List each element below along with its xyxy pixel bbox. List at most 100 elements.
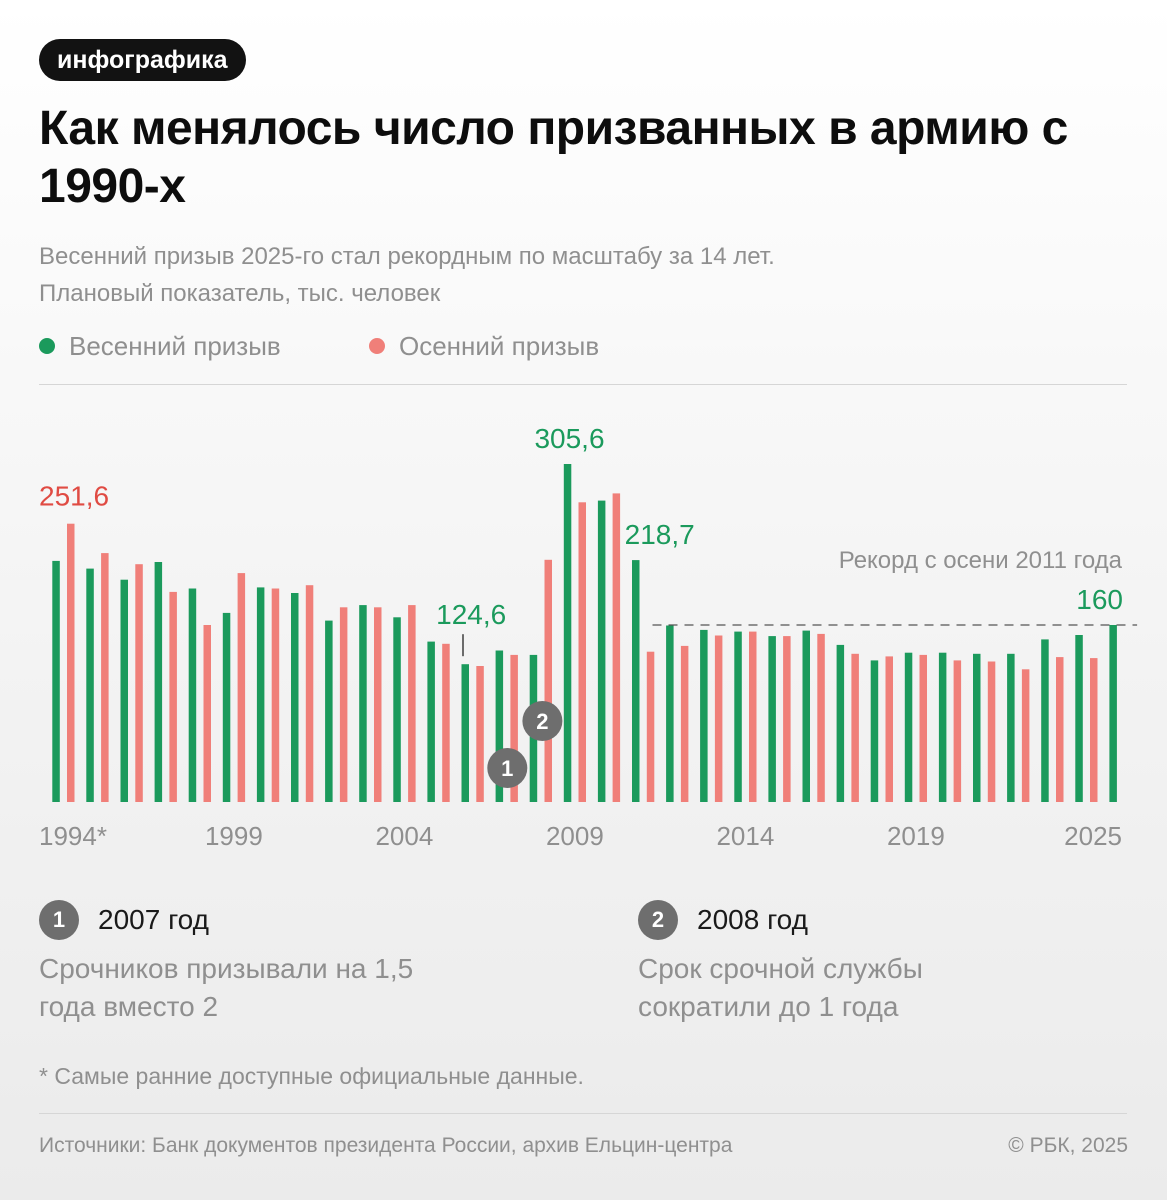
bar-autumn-2003 (374, 607, 382, 802)
bar-spring-1996 (120, 579, 128, 802)
data-label-2011: 218,7 (625, 519, 695, 550)
bar-spring-2012 (666, 625, 674, 802)
footnote: * Самые ранние доступные официальные дан… (39, 1063, 584, 1089)
bar-spring-2023 (1041, 639, 1049, 802)
note-1: 1 2007 год Срочников призывали на 1,5 го… (39, 898, 539, 1028)
bar-autumn-1999 (237, 573, 246, 802)
bar-spring-2004 (393, 617, 401, 802)
bar-spring-2018 (870, 660, 879, 802)
bar-autumn-2016 (817, 633, 825, 802)
note-1-badge: 1 (39, 900, 79, 940)
bar-spring-2011 (632, 560, 640, 802)
bar-autumn-2004 (408, 605, 416, 802)
chart-legend: Весенний призыв Осенний призыв (39, 330, 1129, 362)
note-2-title: 2008 год (697, 904, 808, 935)
bar-autumn-2008 (544, 559, 552, 802)
bar-autumn-2005 (442, 643, 450, 802)
x-tick-label-2009: 2009 (546, 821, 604, 851)
subtitle-line-2: Плановый показатель, тыс. человек (39, 280, 441, 307)
data-label-1994: 251,6 (39, 481, 109, 512)
bar-autumn-1996 (135, 564, 143, 802)
legend-dot-spring-icon (39, 338, 55, 354)
marker-1-badge (487, 748, 528, 788)
note-1-title: 2007 год (98, 904, 209, 935)
bar-spring-1995 (86, 568, 94, 802)
bar-autumn-2007 (510, 654, 518, 802)
bar-spring-2016 (802, 630, 810, 802)
bar-spring-2022 (1007, 653, 1015, 802)
bar-autumn-2001 (305, 585, 314, 802)
x-tick-label-2014: 2014 (716, 821, 774, 851)
page-title: Как менялось число призванных в армию с … (39, 102, 1068, 213)
bar-autumn-2024 (1090, 658, 1098, 802)
legend-item-spring: Весенний призыв (39, 330, 281, 362)
marker-2-badge (522, 701, 563, 741)
bar-autumn-1994 (67, 523, 75, 802)
bar-autumn-1998 (203, 625, 211, 802)
bar-autumn-2020 (953, 660, 962, 802)
x-tick-label-1994: 1994* (39, 821, 107, 851)
bar-autumn-2021 (987, 661, 996, 802)
bar-spring-2000 (256, 587, 265, 802)
bar-autumn-2015 (783, 636, 791, 802)
bar-spring-1994 (52, 560, 60, 802)
bar-spring-2001 (291, 593, 299, 802)
bar-spring-2019 (904, 652, 913, 802)
bar-spring-2017 (836, 644, 845, 802)
subtitle: Весенний призыв 2025-го стал рекордным п… (39, 238, 1139, 312)
bar-spring-2013 (700, 629, 708, 802)
bar-spring-2020 (938, 652, 947, 802)
bar-spring-2005 (427, 641, 435, 802)
bar-spring-1999 (222, 612, 231, 802)
bottom-divider (39, 1113, 1127, 1114)
data-label-2009: 305,6 (534, 423, 604, 454)
legend-label-spring: Весенний призыв (69, 331, 281, 361)
bar-spring-2007 (495, 650, 504, 802)
bar-autumn-2014 (749, 631, 757, 802)
bar-spring-2010 (597, 500, 606, 802)
source-credit: Источники: Банк документов президента Ро… (39, 1134, 733, 1157)
bar-autumn-2009 (578, 502, 586, 802)
bar-spring-1998 (188, 588, 197, 802)
bar-spring-2006 (461, 664, 469, 802)
bar-autumn-2012 (680, 645, 689, 802)
bar-autumn-1995 (101, 553, 109, 802)
bar-spring-2015 (768, 636, 776, 802)
bar-spring-1997 (154, 562, 163, 802)
bar-autumn-2019 (919, 654, 927, 802)
marker-1-label: 1 (501, 756, 513, 781)
subtitle-line-1: Весенний призыв 2025-го стал рекордным п… (39, 243, 775, 270)
bar-autumn-2002 (339, 607, 348, 802)
bar-autumn-2018 (885, 656, 893, 802)
bar-autumn-2010 (612, 493, 621, 802)
bar-spring-2003 (359, 605, 367, 802)
infographic-tag: инфографика (39, 39, 246, 81)
note-2-text: Срок срочной службы сократили до 1 года (638, 953, 923, 1022)
bar-autumn-2000 (271, 588, 280, 802)
bar-spring-2021 (973, 653, 981, 802)
legend-label-autumn: Осенний призыв (399, 331, 600, 361)
bar-spring-2014 (734, 631, 742, 802)
note-2-badge: 2 (638, 900, 678, 940)
legend-item-autumn: Осенний призыв (369, 330, 599, 362)
data-label-2025: 160 (1076, 584, 1123, 615)
bar-autumn-2017 (851, 653, 859, 802)
bar-autumn-2013 (714, 635, 723, 802)
bar-autumn-2023 (1056, 657, 1064, 802)
note-2: 2 2008 год Срок срочной службы сократили… (638, 898, 1138, 1028)
data-label-2006: 124,6 (436, 599, 506, 630)
note-1-text: Срочников призывали на 1,5 года вместо 2 (39, 953, 414, 1022)
top-divider (39, 384, 1127, 385)
reference-line-label: Рекорд с осени 2011 года (839, 547, 1123, 574)
x-tick-label-2025: 2025 (1064, 821, 1122, 851)
bar-autumn-1997 (169, 591, 177, 802)
x-tick-label-2019: 2019 (887, 821, 945, 851)
x-tick-label-1999: 1999 (205, 821, 263, 851)
conscription-bar-chart: Рекорд с осени 2011 года 251,6 124,6 305,6 2… (39, 423, 1138, 851)
marker-2-label: 2 (536, 709, 548, 734)
bar-spring-2025 (1109, 625, 1117, 802)
bar-autumn-2006 (476, 666, 484, 802)
bar-spring-2024 (1075, 635, 1083, 802)
bar-autumn-2011 (646, 651, 655, 802)
x-tick-label-2004: 2004 (375, 821, 433, 851)
